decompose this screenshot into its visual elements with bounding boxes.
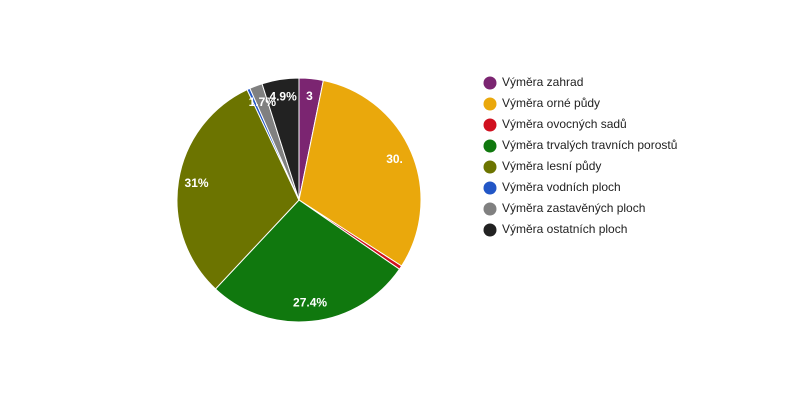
legend-label: Výměra zahrad xyxy=(502,75,583,89)
legend-marker xyxy=(483,139,497,153)
legend-marker xyxy=(483,181,497,195)
legend-marker xyxy=(483,76,497,90)
slice-label: 4.9% xyxy=(269,90,297,104)
legend-label: Výměra ostatních ploch xyxy=(502,222,627,236)
legend-label: Výměra ovocných sadů xyxy=(502,117,627,131)
legend-label: Výměra vodních ploch xyxy=(502,180,621,194)
legend-label: Výměra trvalých travních porostů xyxy=(502,138,677,152)
slice-label: 27.4% xyxy=(293,295,327,309)
legend-label: Výměra lesní půdy xyxy=(502,159,601,173)
pie-slice xyxy=(214,199,401,323)
legend-marker xyxy=(483,118,497,132)
pie-slice xyxy=(176,88,300,290)
legend-marker xyxy=(483,223,497,237)
slice-label: 3 xyxy=(306,89,313,103)
legend-marker xyxy=(483,202,497,216)
legend-marker xyxy=(483,97,497,111)
slice-label: 1.7% xyxy=(249,95,277,109)
legend-label: Výměra orné půdy xyxy=(502,96,600,110)
pie-slice xyxy=(298,79,422,267)
legend-marker xyxy=(483,160,497,174)
slice-label: 30. xyxy=(386,152,403,166)
slice-label: 31% xyxy=(185,176,209,190)
pie-slice xyxy=(261,77,300,201)
legend-label: Výměra zastavěných ploch xyxy=(502,201,645,215)
